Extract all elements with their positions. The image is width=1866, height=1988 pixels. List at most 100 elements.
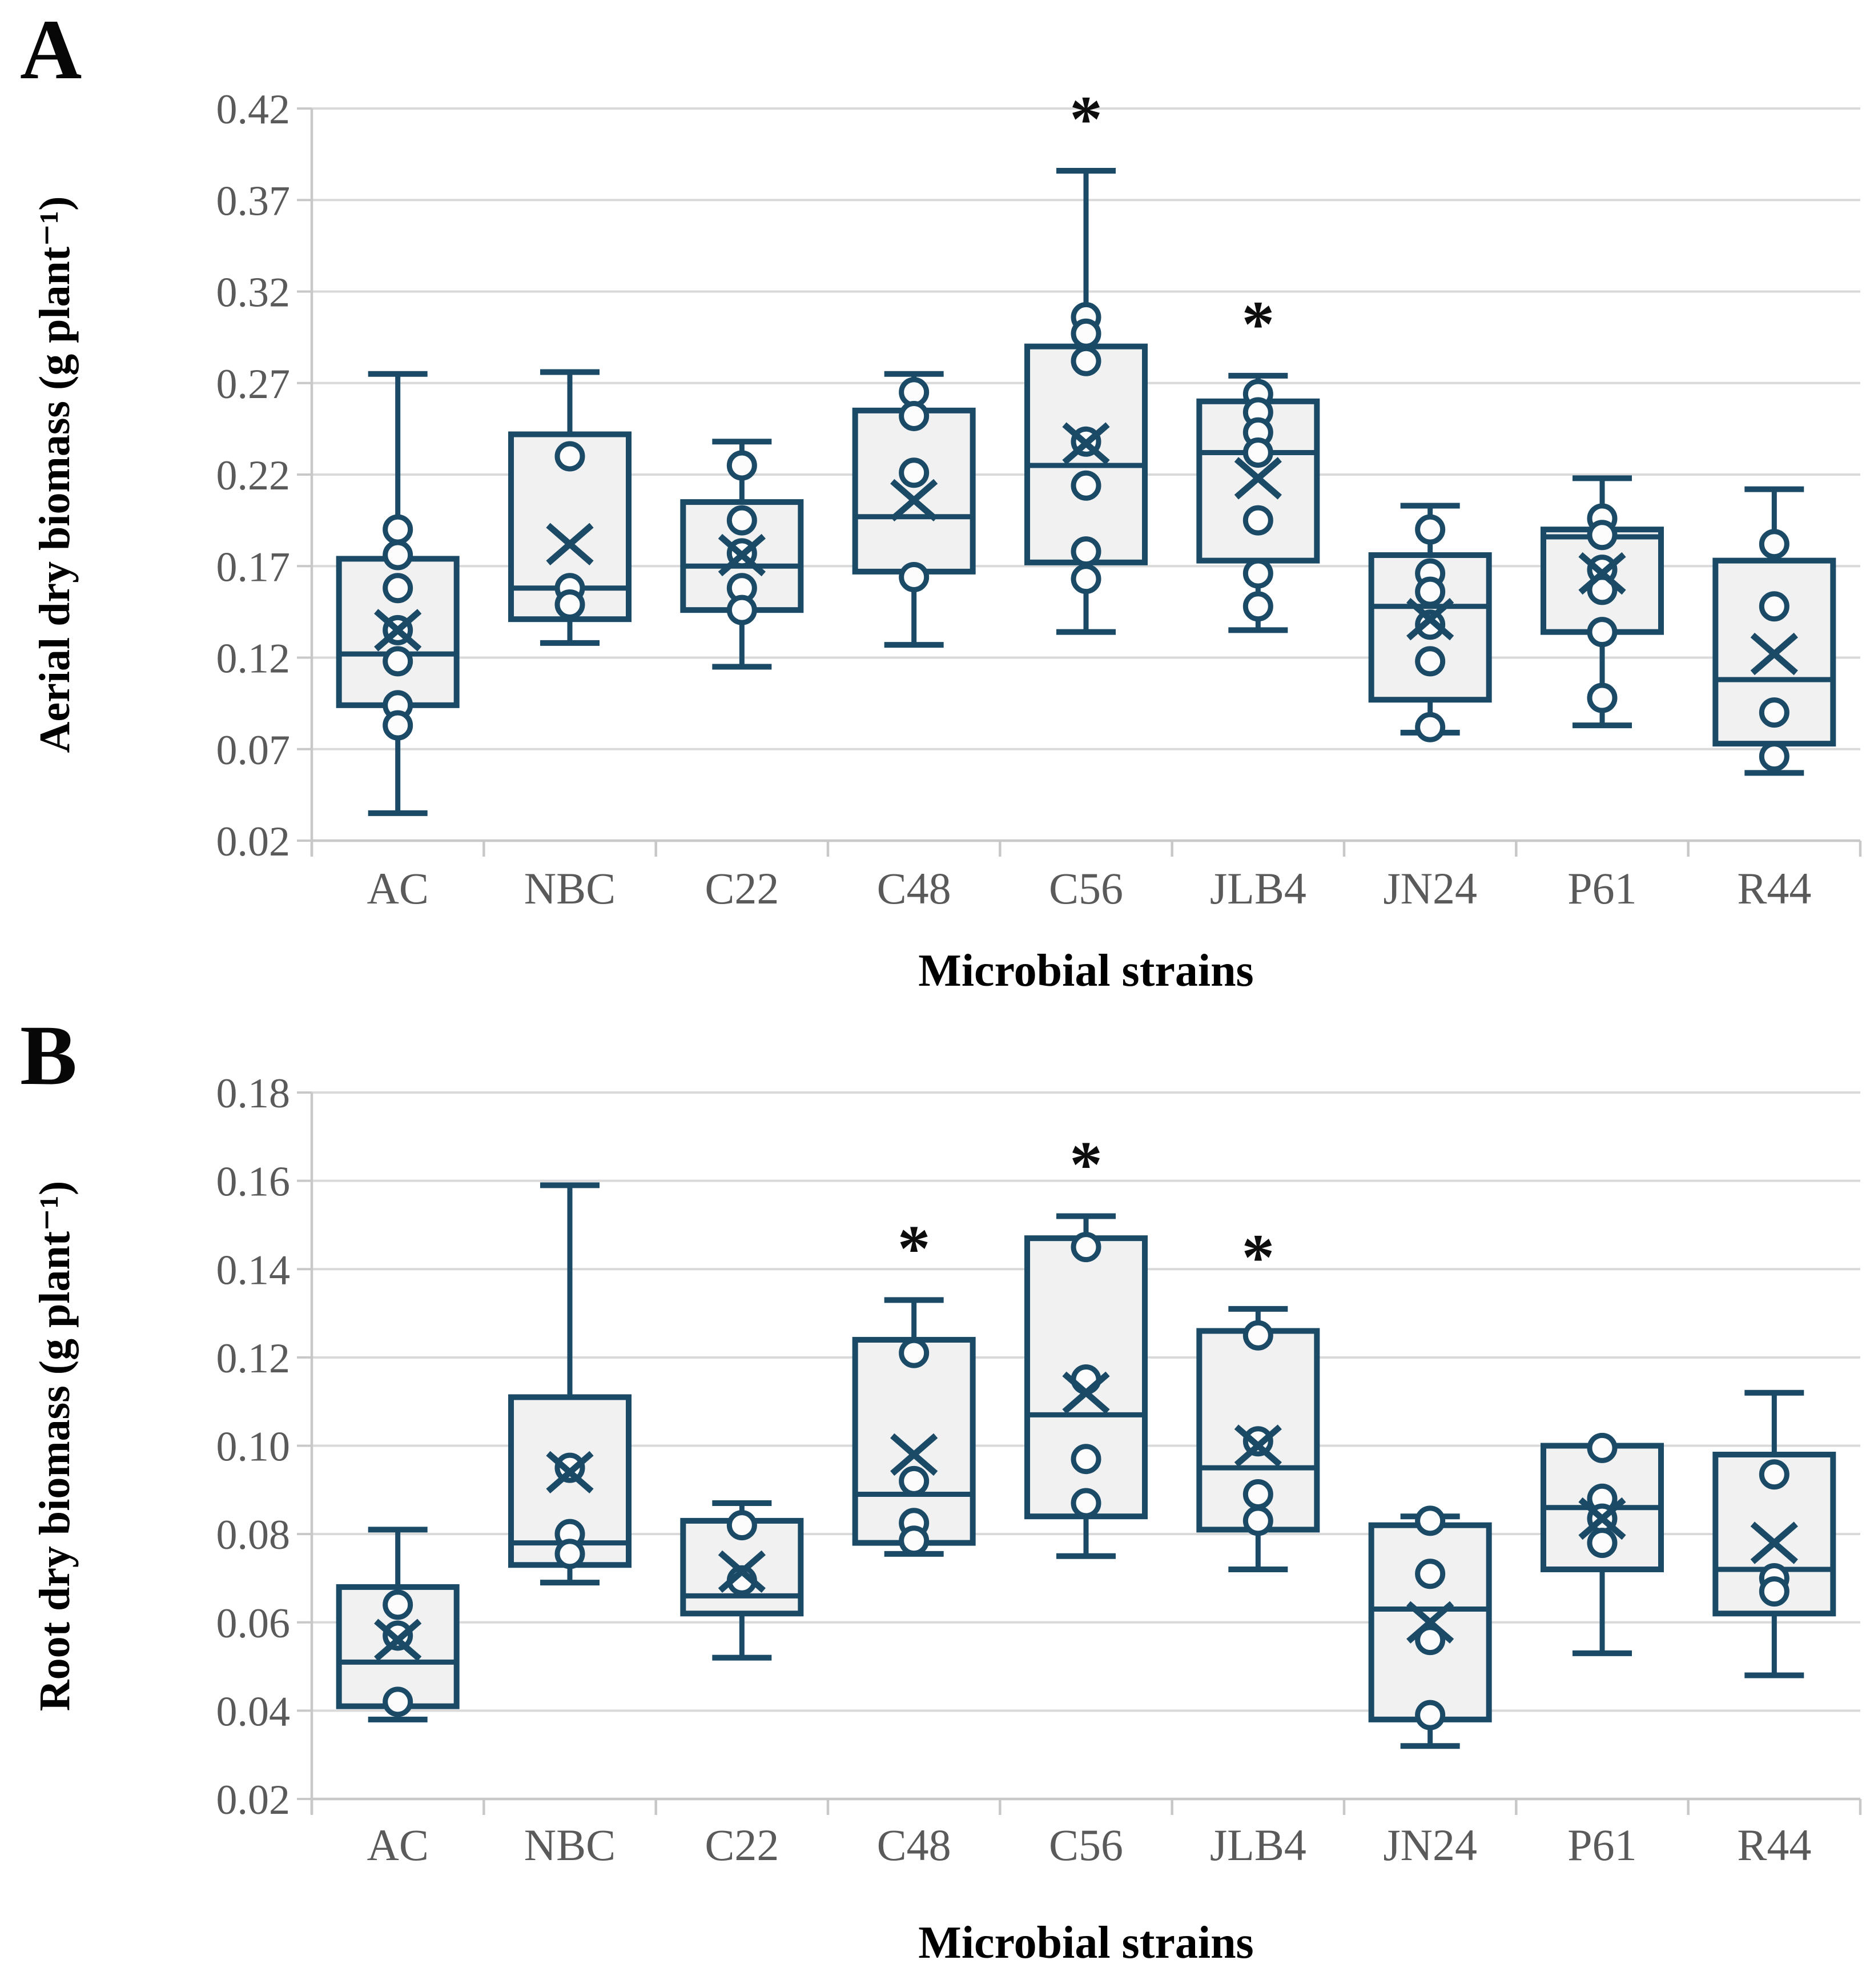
panel-b: B Root dry biomass (g plant⁻¹) 0.02 0.04 0… xyxy=(0,997,1866,1988)
data-point xyxy=(1071,1488,1101,1519)
data-point xyxy=(1759,591,1789,622)
data-point xyxy=(1242,505,1273,536)
y-tick-label: 0.02 xyxy=(216,1777,291,1824)
data-point xyxy=(899,561,930,592)
data-point xyxy=(1071,1232,1101,1263)
x-category-label: P61 xyxy=(1567,864,1636,913)
mean-x-marker xyxy=(718,533,766,577)
data-point xyxy=(726,450,757,481)
y-tick-label: 0.08 xyxy=(216,1512,291,1559)
mean-x-marker xyxy=(546,1451,594,1494)
box-plot-AC xyxy=(336,371,460,816)
data-point xyxy=(1242,1505,1273,1536)
mean-x-marker xyxy=(1062,422,1110,465)
box-plot-C22 xyxy=(680,1500,804,1661)
mean-x-marker xyxy=(1234,1424,1282,1467)
panel-a-letter: A xyxy=(20,2,82,97)
y-tick-label: 0.22 xyxy=(216,452,291,499)
box-plot-R44 xyxy=(1712,486,1836,776)
significance-asterisk: * xyxy=(1242,1221,1275,1294)
data-point xyxy=(899,1465,930,1496)
data-point xyxy=(1415,1625,1446,1656)
mean-x-marker xyxy=(1750,1521,1798,1564)
data-point xyxy=(1759,1459,1789,1490)
data-point xyxy=(1071,346,1101,376)
mean-x-marker xyxy=(890,1433,938,1476)
data-point xyxy=(1071,564,1101,595)
x-category-label: NBC xyxy=(524,1820,616,1870)
x-category-label: C22 xyxy=(705,1820,779,1870)
x-category-label: C48 xyxy=(877,1820,951,1870)
x-category-label: JLB4 xyxy=(1210,1820,1306,1870)
data-point xyxy=(383,573,413,604)
mean-x-marker xyxy=(1406,598,1454,641)
panel-b-chart: 0.02 0.04 0.06 0.08 0.10 0.12 0.14 0.16 0.18 AC NB… xyxy=(216,1070,1862,1870)
x-category-label: R44 xyxy=(1737,1820,1811,1870)
panel-b-x-axis-title: Microbial strains xyxy=(918,1918,1254,1968)
mean-x-marker xyxy=(1234,457,1282,500)
data-point xyxy=(554,589,585,620)
mean-x-marker xyxy=(890,479,938,522)
data-point xyxy=(1415,1700,1446,1730)
data-point xyxy=(1587,682,1618,713)
x-category-label: AC xyxy=(367,1820,428,1870)
x-category-label: JN24 xyxy=(1383,864,1477,913)
data-point xyxy=(383,540,413,571)
box-plot-JLB4: * xyxy=(1196,288,1320,633)
data-point xyxy=(1415,514,1446,545)
panel-b-letter: B xyxy=(20,1008,78,1103)
data-point xyxy=(1415,646,1446,677)
significance-asterisk: * xyxy=(898,1212,931,1284)
y-tick-label: 0.14 xyxy=(216,1247,291,1294)
data-point xyxy=(1242,591,1273,622)
y-tick-label: 0.07 xyxy=(216,727,291,774)
y-tick-label: 0.37 xyxy=(216,178,291,224)
data-point xyxy=(554,1539,585,1569)
x-category-label: NBC xyxy=(524,864,616,913)
y-tick-label: 0.06 xyxy=(216,1600,291,1647)
mean-x-marker xyxy=(1578,1497,1626,1540)
data-point xyxy=(726,595,757,625)
data-point xyxy=(1242,437,1273,468)
box-plot-JN24 xyxy=(1368,503,1492,742)
significance-asterisk: * xyxy=(1069,1128,1103,1200)
mean-x-marker xyxy=(1578,552,1626,595)
box-plot-C56: * xyxy=(1024,83,1148,635)
panel-a-x-axis-title: Microbial strains xyxy=(918,946,1254,996)
mean-x-marker xyxy=(1062,1371,1110,1414)
data-point xyxy=(1587,1528,1618,1559)
mean-x-marker xyxy=(1750,632,1798,676)
box-plot-C48 xyxy=(852,371,976,648)
data-point xyxy=(383,646,413,677)
box-plot-AC xyxy=(336,1527,460,1722)
mean-x-marker xyxy=(718,1550,766,1593)
y-tick-label: 0.17 xyxy=(216,544,291,591)
box-plot-P61 xyxy=(1541,475,1664,729)
y-tick-label: 0.32 xyxy=(216,270,291,316)
data-point xyxy=(383,710,413,741)
box-plot-P61 xyxy=(1541,1432,1664,1656)
x-category-label: C56 xyxy=(1049,864,1123,913)
mean-x-marker xyxy=(546,523,594,565)
panel-a-chart: 0.02 0.07 0.12 0.17 0.22 0.27 0.32 0.37 0.42 AC NB… xyxy=(216,83,1862,913)
data-point xyxy=(1415,1559,1446,1589)
box-plot-R44 xyxy=(1712,1389,1836,1678)
x-category-label: C22 xyxy=(705,864,779,913)
x-category-label: JN24 xyxy=(1383,1820,1477,1870)
y-tick-label: 0.27 xyxy=(216,361,291,408)
data-point xyxy=(726,505,757,536)
data-point xyxy=(1587,617,1618,648)
data-point xyxy=(1415,609,1446,640)
data-point xyxy=(1242,558,1273,589)
data-point xyxy=(1071,470,1101,501)
data-point xyxy=(1071,318,1101,349)
data-point xyxy=(1587,520,1618,551)
data-point xyxy=(554,441,585,472)
significance-asterisk: * xyxy=(1242,288,1275,360)
data-point xyxy=(726,1510,757,1541)
y-tick-label: 0.04 xyxy=(216,1688,291,1735)
y-tick-label: 0.10 xyxy=(216,1424,291,1471)
box-plot-JN24 xyxy=(1368,1505,1492,1749)
data-point xyxy=(383,1589,413,1620)
